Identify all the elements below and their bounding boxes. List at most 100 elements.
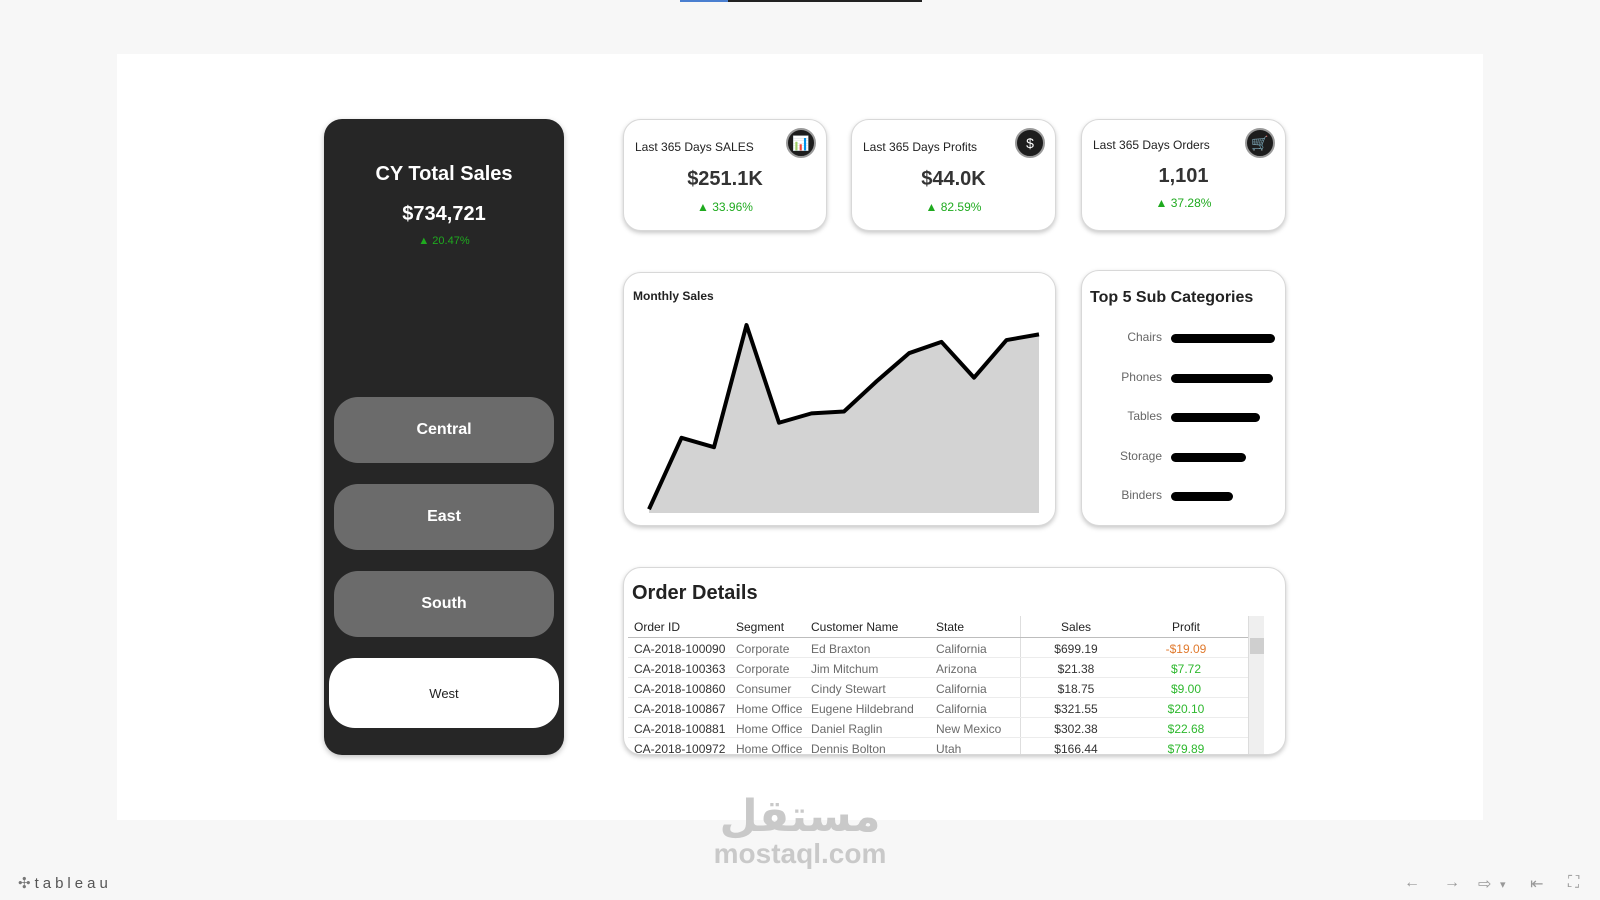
customer-cell: Dennis Bolton — [811, 742, 886, 754]
profit-cell: $20.10 — [1167, 702, 1205, 716]
order-details-table[interactable]: Order ID Segment Customer Name State Sal… — [628, 616, 1252, 754]
monthly-sales-point[interactable] — [1004, 337, 1010, 343]
monthly-sales-point[interactable] — [841, 408, 847, 414]
column-header-order-id[interactable]: Order ID — [634, 620, 681, 634]
segment-cell: Corporate — [736, 662, 790, 676]
top5-row[interactable]: Storage — [1082, 447, 1285, 467]
sales-cell: $21.38 — [1057, 662, 1095, 676]
top5-bar[interactable] — [1171, 413, 1261, 422]
state-cell: Utah — [936, 742, 962, 754]
top5-bar[interactable] — [1171, 492, 1234, 501]
monthly-sales-area — [649, 325, 1039, 513]
kpi-card-profits: Last 365 Days Profits $ $44.0K ▲ 82.59% — [851, 119, 1056, 231]
customer-cell: Ed Braxton — [811, 642, 871, 656]
monthly-sales-point[interactable] — [1036, 331, 1042, 337]
order-id-cell: CA-2018-100363 — [634, 662, 726, 676]
tableau-mark-icon: ✣ — [18, 875, 31, 892]
undo-icon[interactable]: ← — [1404, 874, 1420, 891]
monthly-sales-point[interactable] — [939, 339, 945, 345]
top5-row[interactable]: Tables — [1082, 407, 1285, 427]
top5-label: Tables — [1127, 409, 1162, 423]
segment-cell: Consumer — [736, 682, 792, 696]
state-cell: California — [936, 642, 987, 656]
customer-cell: Jim Mitchum — [811, 662, 879, 676]
revert-dropdown-icon[interactable]: ▾ — [1500, 879, 1506, 891]
scrollbar-thumb[interactable] — [1250, 638, 1264, 654]
kpi-delta: ▲ 82.59% — [925, 200, 982, 214]
order-id-cell: CA-2018-100972 — [634, 742, 726, 754]
kpi-delta: ▲ 33.96% — [697, 200, 753, 214]
tableau-logo[interactable]: ✣ tableau — [18, 874, 112, 892]
monthly-sales-point[interactable] — [971, 375, 977, 381]
sales-cell: $699.19 — [1054, 642, 1098, 656]
monthly-sales-line — [647, 323, 1040, 511]
sales-cell: $321.55 — [1054, 702, 1098, 716]
kpi-value: $251.1K — [687, 168, 763, 190]
region-button-central[interactable]: Central — [334, 397, 554, 463]
top5-title: Top 5 Sub Categories — [1090, 289, 1254, 306]
monthly-sales-point[interactable] — [906, 350, 912, 356]
revert-icon[interactable]: ⇨ — [1478, 876, 1492, 893]
kpi-value: 1,101 — [1158, 165, 1209, 187]
column-header-customer[interactable]: Customer Name — [811, 620, 899, 634]
monthly-sales-point[interactable] — [646, 506, 652, 512]
table-row[interactable]: CA-2018-100881 Home Office Daniel Raglin Ne… — [628, 718, 1252, 738]
profit-cell: $79.89 — [1167, 742, 1205, 754]
cy-total-sales-value: $734,721 — [402, 203, 486, 225]
top5-label: Phones — [1121, 369, 1162, 384]
watermark-text: mostaql.com — [713, 838, 887, 869]
order-id-cell: CA-2018-100867 — [634, 702, 726, 716]
region-button-east[interactable]: East — [334, 484, 554, 550]
column-header-profit[interactable]: Profit — [1171, 620, 1200, 634]
sales-cell: $18.75 — [1057, 682, 1095, 696]
top5-row[interactable]: Chairs — [1082, 328, 1285, 348]
monthly-sales-point[interactable] — [744, 322, 750, 328]
region-button-south[interactable]: South — [334, 571, 554, 637]
fullscreen-icon[interactable]: ⛶ — [1568, 874, 1580, 891]
table-row[interactable]: CA-2018-100090 Corporate Ed Braxton Califor… — [628, 638, 1252, 658]
top5-label: Binders — [1121, 488, 1162, 502]
monthly-sales-point[interactable] — [776, 420, 782, 426]
state-cell: California — [936, 702, 987, 716]
column-header-state[interactable]: State — [936, 620, 965, 634]
sales-cell: $166.44 — [1054, 742, 1098, 754]
table-row[interactable]: CA-2018-100363 Corporate Jim Mitchum Arizon… — [628, 658, 1252, 678]
mostaql-watermark: مستقل mostaql.com — [700, 792, 900, 870]
cy-total-sales-panel: CY Total Sales $734,721 ▲ 20.47% Central… — [324, 119, 564, 755]
column-header-segment[interactable]: Segment — [736, 620, 785, 634]
order-id-cell: CA-2018-100860 — [634, 682, 726, 696]
monthly-sales-point[interactable] — [711, 444, 717, 450]
kpi-title: Last 365 Days Orders — [1093, 138, 1210, 152]
top5-row[interactable]: Binders — [1082, 486, 1285, 506]
order-id-cell: CA-2018-100090 — [634, 642, 726, 656]
top5-bar[interactable] — [1171, 452, 1246, 462]
top5-row[interactable]: Phones — [1082, 368, 1285, 388]
top5-bar[interactable] — [1171, 334, 1275, 343]
table-row[interactable]: CA-2018-100972 Home Office Dennis Bolton Ut… — [628, 738, 1252, 754]
watermark-logo: مستقل — [719, 792, 881, 841]
column-divider — [1020, 616, 1021, 754]
kpi-card-sales: Last 365 Days SALES 📊 $251.1K ▲ 33.96% — [623, 119, 827, 231]
top5-bar[interactable] — [1171, 373, 1273, 383]
reset-icon[interactable]: ⇤ — [1530, 876, 1544, 893]
table-scrollbar[interactable] — [1248, 616, 1264, 754]
profit-cell: $7.72 — [1170, 662, 1202, 676]
kpi-value: $44.0K — [921, 168, 986, 190]
customer-cell: Daniel Raglin — [811, 722, 883, 736]
table-row[interactable]: CA-2018-100860 Consumer Cindy Stewart Calif… — [628, 678, 1252, 698]
table-row[interactable]: CA-2018-100867 Home Office Eugene Hildebra… — [628, 698, 1252, 718]
segment-cell: Home Office — [736, 742, 803, 754]
customer-cell: Eugene Hildebrand — [811, 702, 914, 716]
region-button-west[interactable]: West — [329, 658, 559, 728]
active-tab-indicator — [680, 0, 728, 2]
column-header-sales[interactable]: Sales — [1060, 620, 1092, 634]
table-header: Order ID Segment Customer Name State Sal… — [628, 616, 1252, 638]
kpi-card-orders: Last 365 Days Orders 🛒 1,101 ▲ 37.28% — [1081, 119, 1286, 231]
redo-icon[interactable]: → — [1444, 874, 1460, 891]
monthly-sales-point[interactable] — [874, 378, 880, 384]
top-tab-strip[interactable] — [680, 0, 922, 2]
sales-cell: $302.38 — [1054, 722, 1098, 736]
state-cell: Arizona — [936, 662, 977, 676]
monthly-sales-point[interactable] — [809, 410, 815, 416]
monthly-sales-point[interactable] — [679, 435, 685, 441]
